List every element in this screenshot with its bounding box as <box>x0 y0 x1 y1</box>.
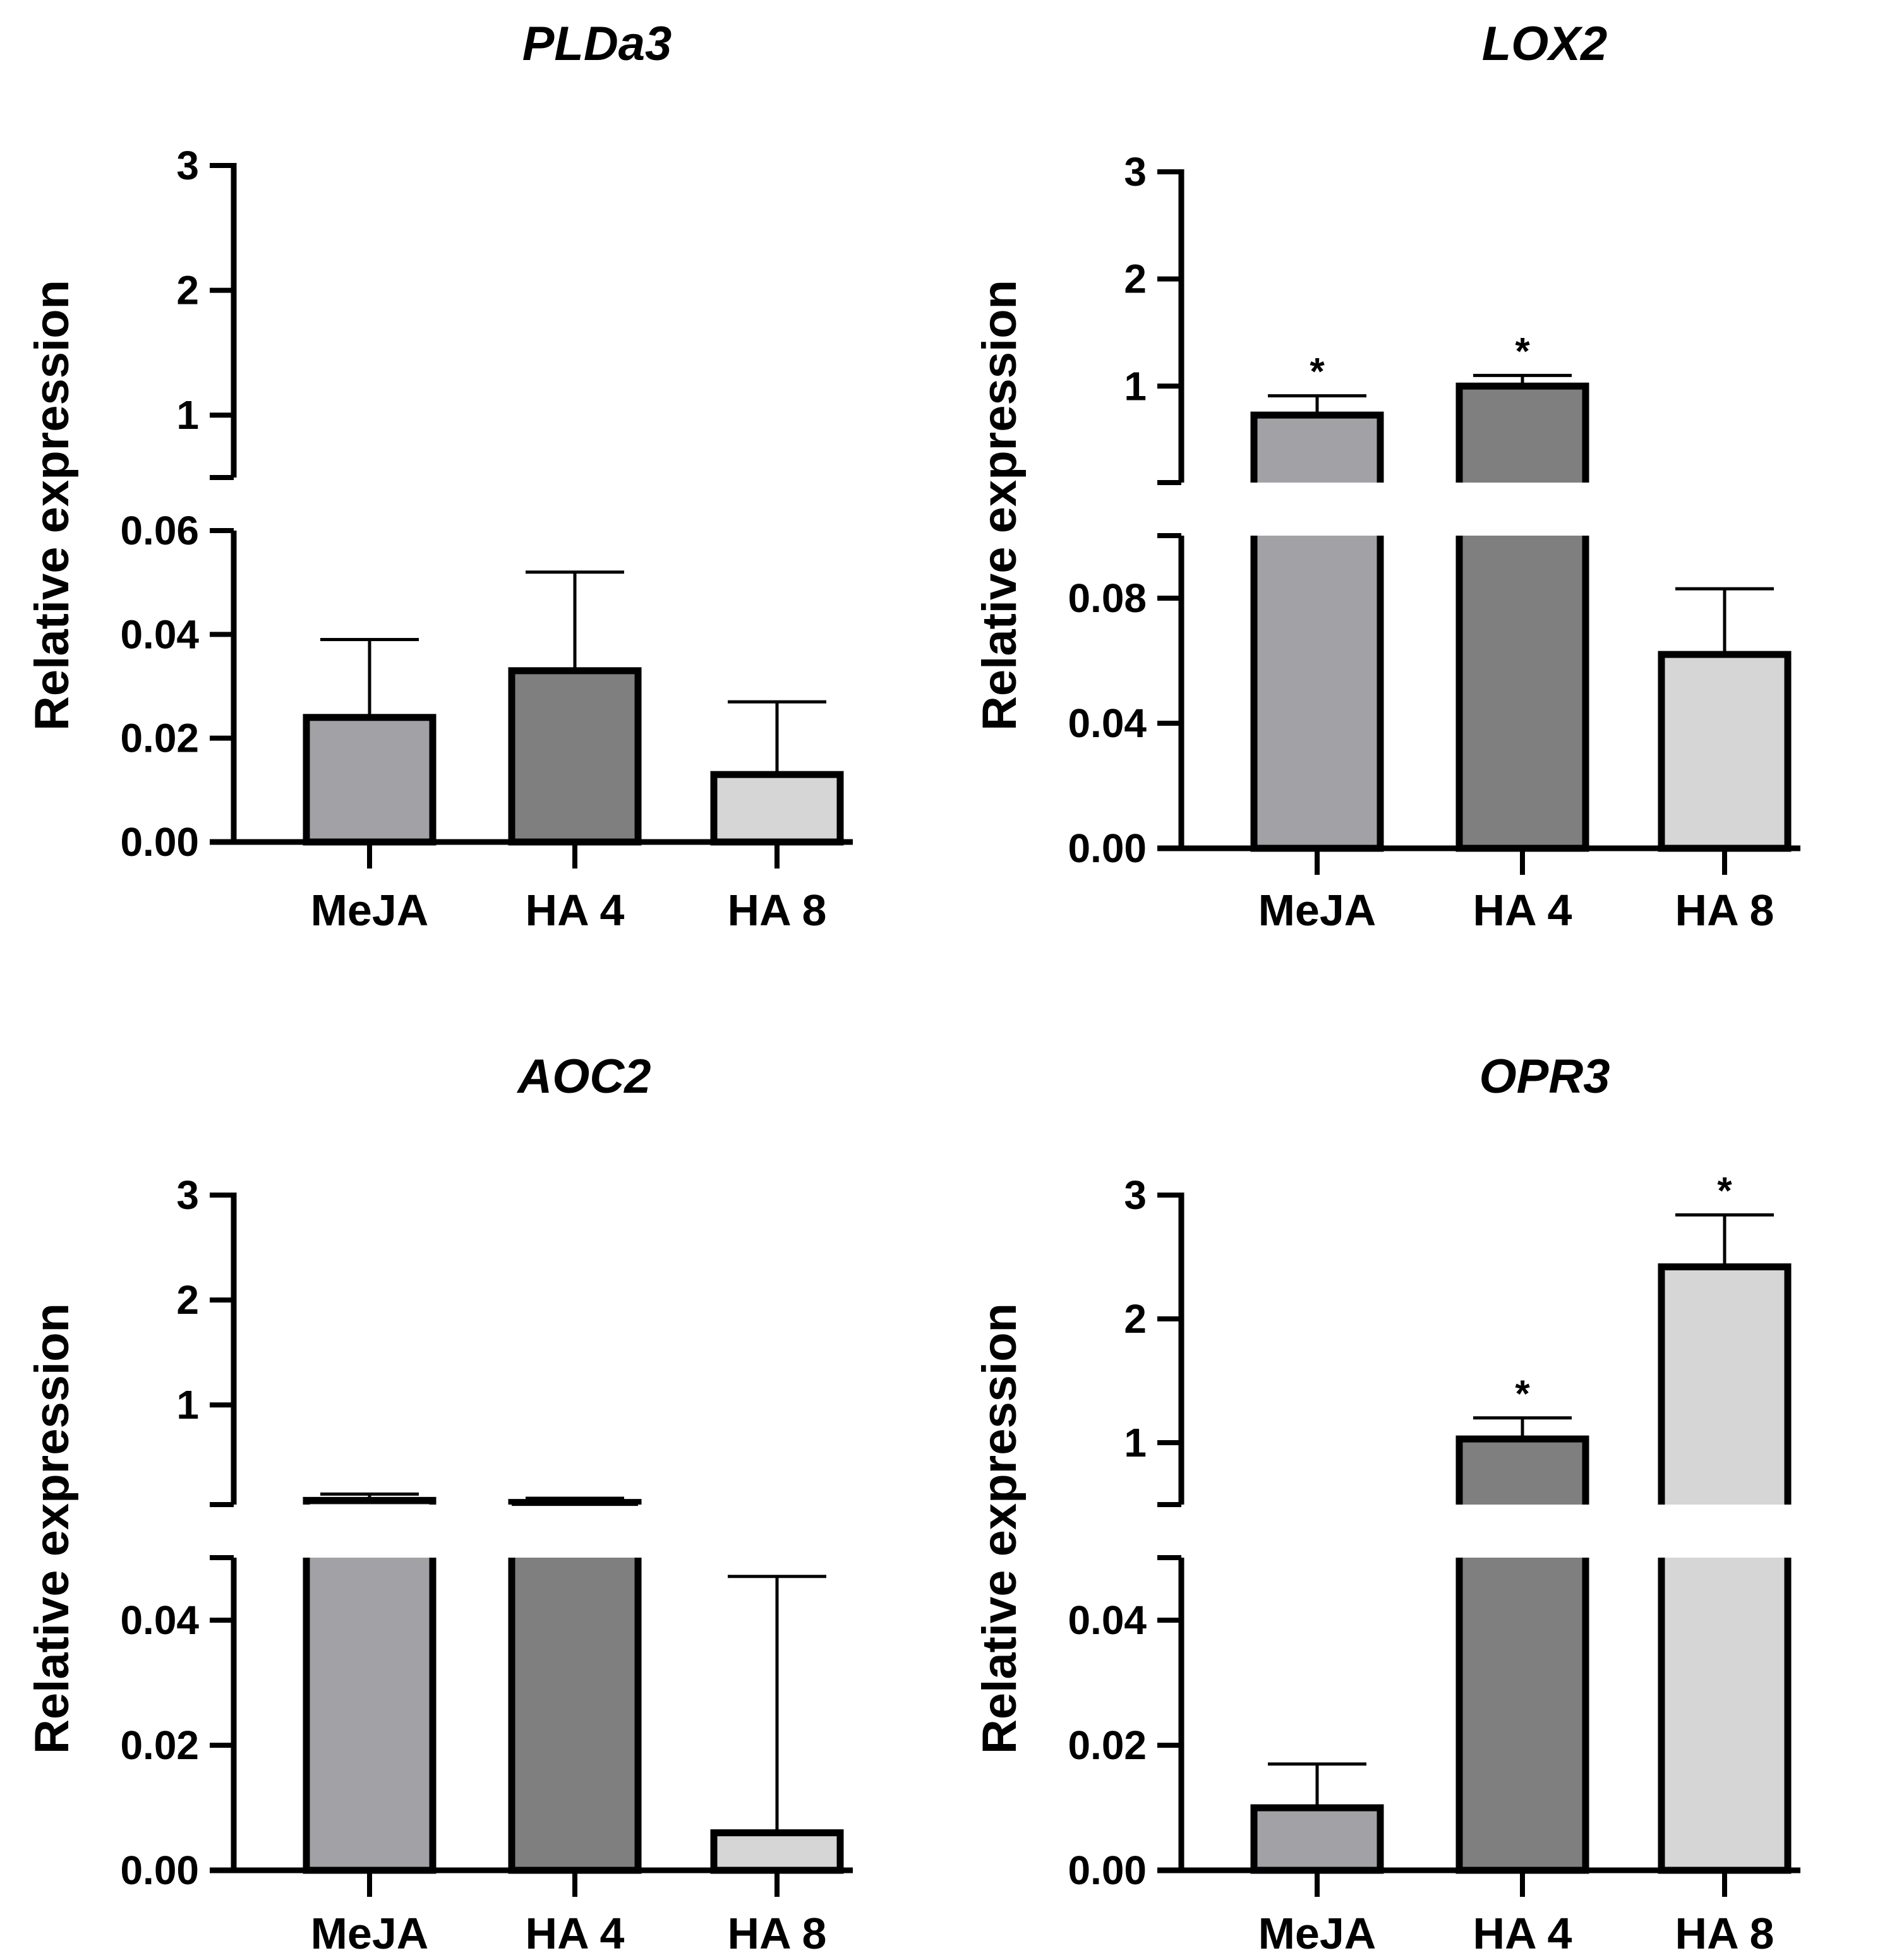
bar-upper-1 <box>1455 382 1589 483</box>
y-tick-label-upper-0: 1 <box>176 1382 199 1428</box>
bar-0 <box>303 714 437 846</box>
y-tick-label-upper-1: 2 <box>1124 1296 1147 1342</box>
y-tick-label-lower-2: 0.04 <box>1068 1597 1147 1643</box>
bar-lower-1 <box>1455 1558 1589 1874</box>
x-tick-label-1: HA 4 <box>1473 886 1572 935</box>
x-tick-label-0: MeJA <box>311 886 429 935</box>
y-tick-label-upper-0: 1 <box>176 392 199 438</box>
y-tick-label-lower-0: 0.00 <box>1068 826 1147 871</box>
y-axis-label: Relative expression <box>973 1303 1027 1754</box>
significance-mark-2: * <box>1717 1169 1732 1211</box>
y-tick-label-upper-2: 3 <box>1124 149 1147 195</box>
bar-upper-0 <box>1250 411 1384 483</box>
y-tick-label-lower-1: 0.02 <box>120 716 199 761</box>
bar-2 <box>710 1829 844 1874</box>
bar-lower-0 <box>303 1558 437 1874</box>
y-tick-label-upper-1: 2 <box>1124 256 1147 302</box>
y-tick-label-upper-2: 3 <box>1124 1172 1147 1218</box>
chart-panel-lox2: LOX2 Relative expression * MeJA * HA 4 HA 8 0.0… <box>973 17 1800 935</box>
y-tick-label-upper-2: 3 <box>176 143 199 188</box>
y-tick-label-upper-0: 1 <box>1124 363 1147 409</box>
x-tick-label-0: MeJA <box>1258 1909 1377 1958</box>
y-tick-label-upper-0: 1 <box>1124 1420 1147 1465</box>
bar-1 <box>508 667 642 846</box>
y-tick-label-lower-0: 0.00 <box>120 1848 199 1893</box>
bar-upper-1 <box>1455 1435 1589 1505</box>
y-tick-label-lower-1: 0.04 <box>1068 700 1147 746</box>
x-tick-label-2: HA 8 <box>1675 1909 1775 1958</box>
y-tick-label-upper-1: 2 <box>176 268 199 313</box>
significance-mark-1: * <box>1515 1373 1530 1415</box>
y-tick-label-lower-3: 0.06 <box>120 508 199 553</box>
x-tick-label-2: HA 8 <box>728 886 827 935</box>
y-tick-label-lower-2: 0.04 <box>120 1597 199 1643</box>
bar-2 <box>1658 651 1792 852</box>
x-tick-label-1: HA 4 <box>526 1909 625 1958</box>
bar-lower-2 <box>1658 1558 1792 1874</box>
chart-panel-pldal3: PLDa3 Relative expression MeJA HA 4 HA 8 0.00… <box>25 17 853 935</box>
y-tick-label-upper-2: 3 <box>176 1172 199 1218</box>
bar-lower-1 <box>1455 536 1589 852</box>
chart-title: AOC2 <box>516 1050 651 1103</box>
x-tick-label-0: MeJA <box>311 1909 429 1958</box>
x-tick-label-1: HA 4 <box>1473 1909 1572 1958</box>
x-tick-label-0: MeJA <box>1258 886 1377 935</box>
x-tick-label-1: HA 4 <box>526 886 625 935</box>
y-tick-label-lower-1: 0.02 <box>120 1723 199 1768</box>
y-axis-label: Relative expression <box>25 1303 79 1754</box>
y-axis-label: Relative expression <box>25 280 79 731</box>
chart-panel-opr3: OPR3 Relative expression MeJA * HA 4 * HA 8 0.0… <box>973 1050 1800 1958</box>
y-tick-label-lower-2: 0.04 <box>120 611 199 657</box>
y-tick-label-upper-1: 2 <box>176 1277 199 1323</box>
significance-mark-1: * <box>1515 330 1530 372</box>
bar-upper-0 <box>303 1496 437 1505</box>
x-tick-label-2: HA 8 <box>1675 886 1775 935</box>
chart-panel-aoc2: AOC2 Relative expression MeJA HA 4 HA 8 0.00 0… <box>25 1050 853 1958</box>
x-tick-label-2: HA 8 <box>728 1909 827 1958</box>
chart-title: PLDa3 <box>522 17 672 71</box>
chart-title: OPR3 <box>1479 1050 1610 1103</box>
chart-title: LOX2 <box>1482 17 1608 71</box>
y-tick-label-lower-1: 0.02 <box>1068 1723 1147 1768</box>
bar-lower-0 <box>1250 536 1384 852</box>
bar-upper-1 <box>508 1499 642 1506</box>
y-axis-label: Relative expression <box>973 280 1027 731</box>
bar-2 <box>710 771 844 846</box>
y-tick-label-lower-0: 0.00 <box>120 819 199 865</box>
significance-mark-0: * <box>1310 351 1325 393</box>
y-tick-label-lower-0: 0.00 <box>1068 1848 1147 1893</box>
bar-lower-1 <box>508 1558 642 1874</box>
bar-0 <box>1250 1804 1384 1874</box>
bar-upper-2 <box>1658 1263 1792 1505</box>
y-tick-label-lower-2: 0.08 <box>1068 575 1147 621</box>
